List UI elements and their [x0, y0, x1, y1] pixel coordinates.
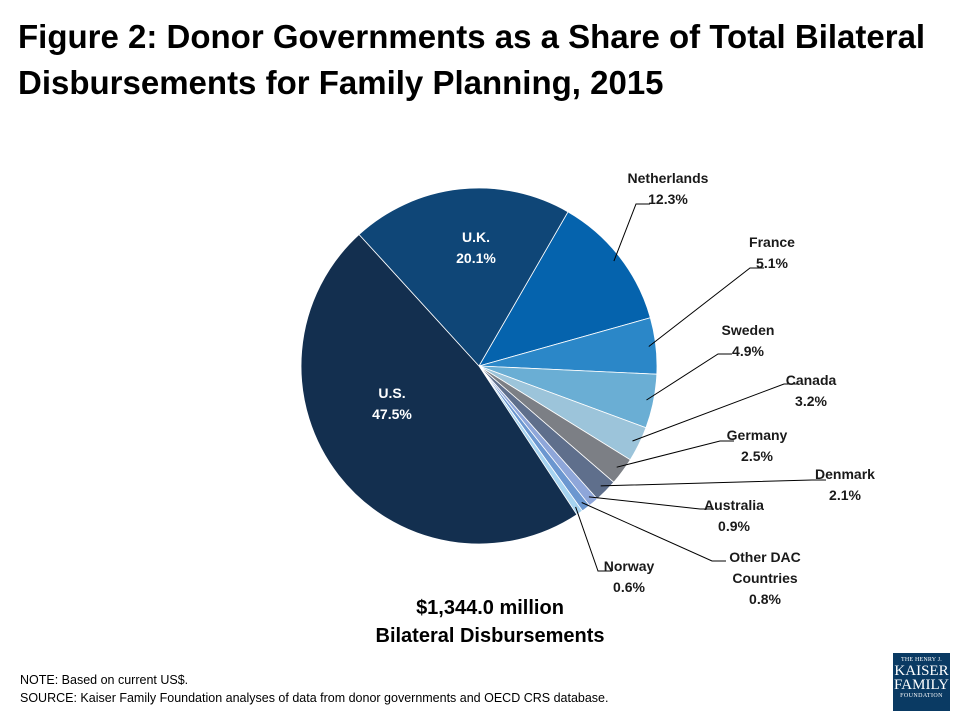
- slice-value-other-dac-countries: 0.8%: [749, 591, 781, 607]
- logo-line-1: THE HENRY J.: [900, 657, 942, 663]
- slice-value-denmark: 2.1%: [829, 487, 861, 503]
- leader-line-denmark: [600, 479, 826, 487]
- slice-label-germany: Germany: [727, 427, 788, 443]
- leader-line-norway: [575, 506, 612, 572]
- slice-value-u-k: 20.1%: [456, 250, 496, 266]
- pie-slices: [300, 187, 658, 545]
- kff-logo: THE HENRY J. KAISER FAMILY FOUNDATION: [893, 653, 950, 711]
- slice-label-norway: Norway: [604, 558, 655, 574]
- slice-value-canada: 3.2%: [795, 393, 827, 409]
- slice-value-netherlands: 12.3%: [648, 191, 688, 207]
- leader-line-netherlands: [613, 203, 650, 262]
- pie-slice-u-s: [300, 233, 578, 545]
- leader-line-canada: [632, 383, 798, 442]
- slice-label-denmark: Denmark: [815, 466, 875, 482]
- leader-line-australia: [588, 496, 714, 510]
- slice-label-sweden: Sweden: [722, 322, 775, 338]
- leader-line-sweden: [646, 353, 732, 401]
- slice-labels: Netherlands 12.3% France 5.1% Sweden 4.9% Cana…: [372, 170, 875, 607]
- slice-label-australia: Australia: [704, 497, 764, 513]
- logo-line-2: KAISER: [894, 663, 949, 679]
- leader-line-germany: [616, 440, 734, 468]
- slice-label-france: France: [749, 234, 795, 250]
- slice-value-sweden: 4.9%: [732, 343, 764, 359]
- total-disbursements: $1,344.0 million Bilateral Disbursements: [330, 594, 650, 650]
- footnotes: NOTE: Based on current US$. SOURCE: Kais…: [20, 671, 608, 707]
- slice-label-u-s: U.S.: [378, 385, 405, 401]
- slice-label-netherlands: Netherlands: [628, 170, 709, 186]
- leader-line-france: [648, 267, 764, 347]
- slice-value-germany: 2.5%: [741, 448, 773, 464]
- logo-line-3: FAMILY: [894, 677, 949, 693]
- leader-lines: [575, 203, 826, 572]
- slice-label-u-k: U.K.: [462, 229, 490, 245]
- chart-title-line-1: Figure 2: Donor Governments as a Share o…: [18, 18, 926, 55]
- chart-title: Figure 2: Donor Governments as a Share o…: [18, 14, 938, 106]
- slice-label-other-dac-countries: Other DAC: [729, 549, 801, 565]
- slice-value-france: 5.1%: [756, 255, 788, 271]
- source-text: SOURCE: Kaiser Family Foundation analyse…: [20, 691, 609, 705]
- logo-line-4: FOUNDATION: [900, 693, 943, 699]
- chart-title-line-2: Disbursements for Family Planning, 2015: [18, 64, 664, 101]
- total-caption: Bilateral Disbursements: [375, 625, 605, 647]
- pie-slice-netherlands: [478, 211, 651, 367]
- slice-value-norway: 0.6%: [613, 579, 645, 595]
- slice-label-canada: Canada: [786, 372, 837, 388]
- slice-label-other-dac-countries-1: Countries: [732, 570, 798, 586]
- leader-line-other-dac-countries: [581, 502, 726, 562]
- slice-value-australia: 0.9%: [718, 518, 750, 534]
- pie-slice-u-k: [358, 187, 569, 367]
- total-amount: $1,344.0 million: [416, 597, 564, 619]
- note-text: NOTE: Based on current US$.: [20, 673, 189, 687]
- slice-value-u-s: 47.5%: [372, 406, 412, 422]
